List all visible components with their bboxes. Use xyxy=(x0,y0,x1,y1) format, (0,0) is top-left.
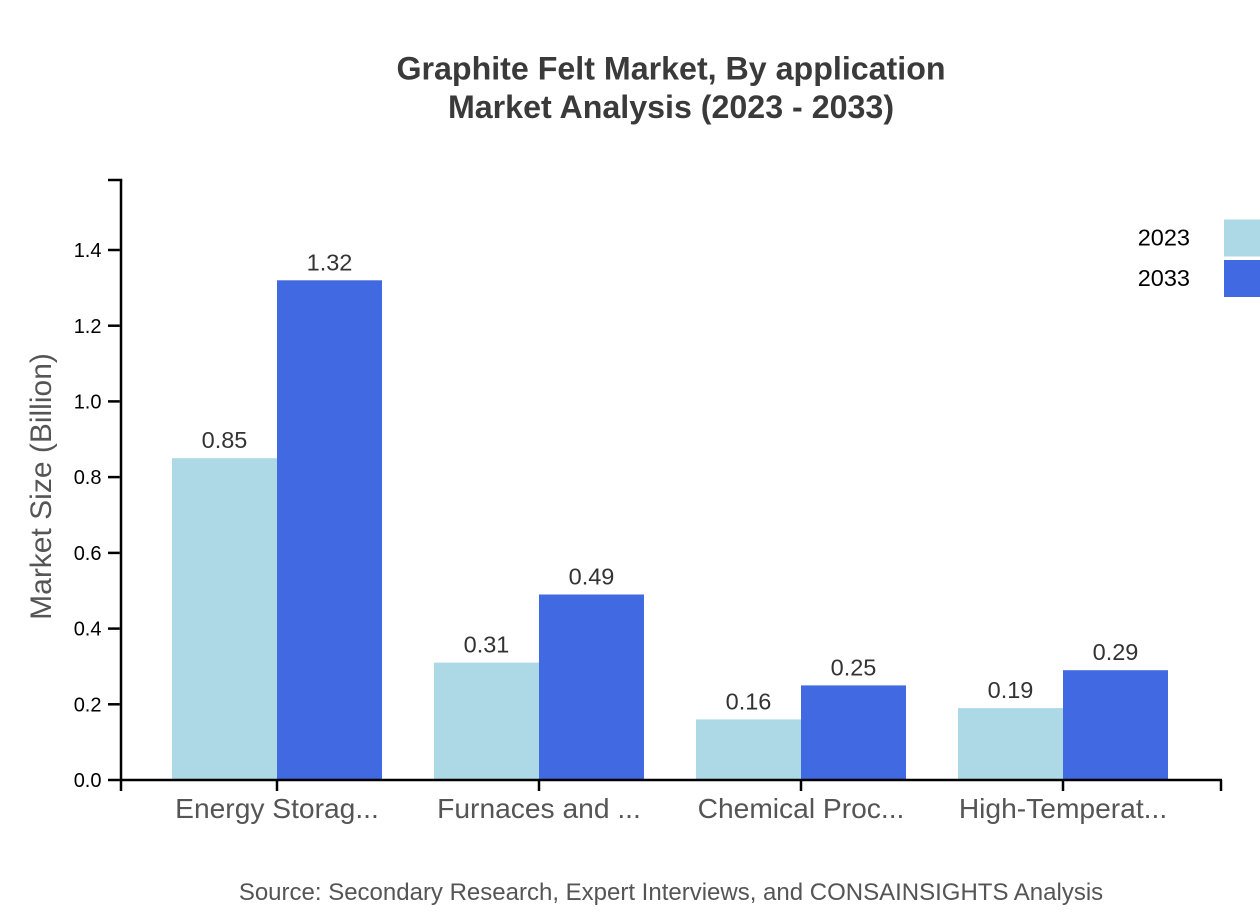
svg-text:Graphite Felt Market, By appli: Graphite Felt Market, By application xyxy=(396,51,945,87)
svg-text:Market Analysis (2023 - 2033): Market Analysis (2023 - 2033) xyxy=(448,89,894,125)
svg-text:0.8: 0.8 xyxy=(74,467,102,489)
svg-text:Furnaces and ...: Furnaces and ... xyxy=(437,792,641,824)
svg-text:1.2: 1.2 xyxy=(74,316,102,338)
svg-text:High-Temperat...: High-Temperat... xyxy=(959,792,1167,824)
svg-text:Chemical Proc...: Chemical Proc... xyxy=(698,792,905,824)
svg-text:0.31: 0.31 xyxy=(464,632,510,658)
svg-text:Market Size (Billion): Market Size (Billion) xyxy=(25,353,58,620)
svg-text:1.0: 1.0 xyxy=(74,392,102,414)
svg-text:0.49: 0.49 xyxy=(569,564,615,590)
svg-text:0.6: 0.6 xyxy=(74,543,102,565)
svg-text:0.2: 0.2 xyxy=(74,694,102,716)
svg-text:1.32: 1.32 xyxy=(307,249,353,275)
svg-text:Source: Secondary Research, Ex: Source: Secondary Research, Expert Inter… xyxy=(239,879,1103,906)
svg-text:0.4: 0.4 xyxy=(74,619,102,641)
svg-text:0.29: 0.29 xyxy=(1093,639,1139,665)
svg-text:1.4: 1.4 xyxy=(74,240,102,262)
svg-text:2033: 2033 xyxy=(1138,265,1190,291)
svg-text:0.19: 0.19 xyxy=(988,677,1034,703)
svg-text:0.85: 0.85 xyxy=(202,427,248,453)
svg-text:2023: 2023 xyxy=(1138,225,1190,251)
svg-text:0.25: 0.25 xyxy=(831,654,877,680)
svg-text:Energy Storag...: Energy Storag... xyxy=(175,792,379,824)
svg-text:0.16: 0.16 xyxy=(726,688,772,714)
svg-text:0.0: 0.0 xyxy=(74,770,102,792)
